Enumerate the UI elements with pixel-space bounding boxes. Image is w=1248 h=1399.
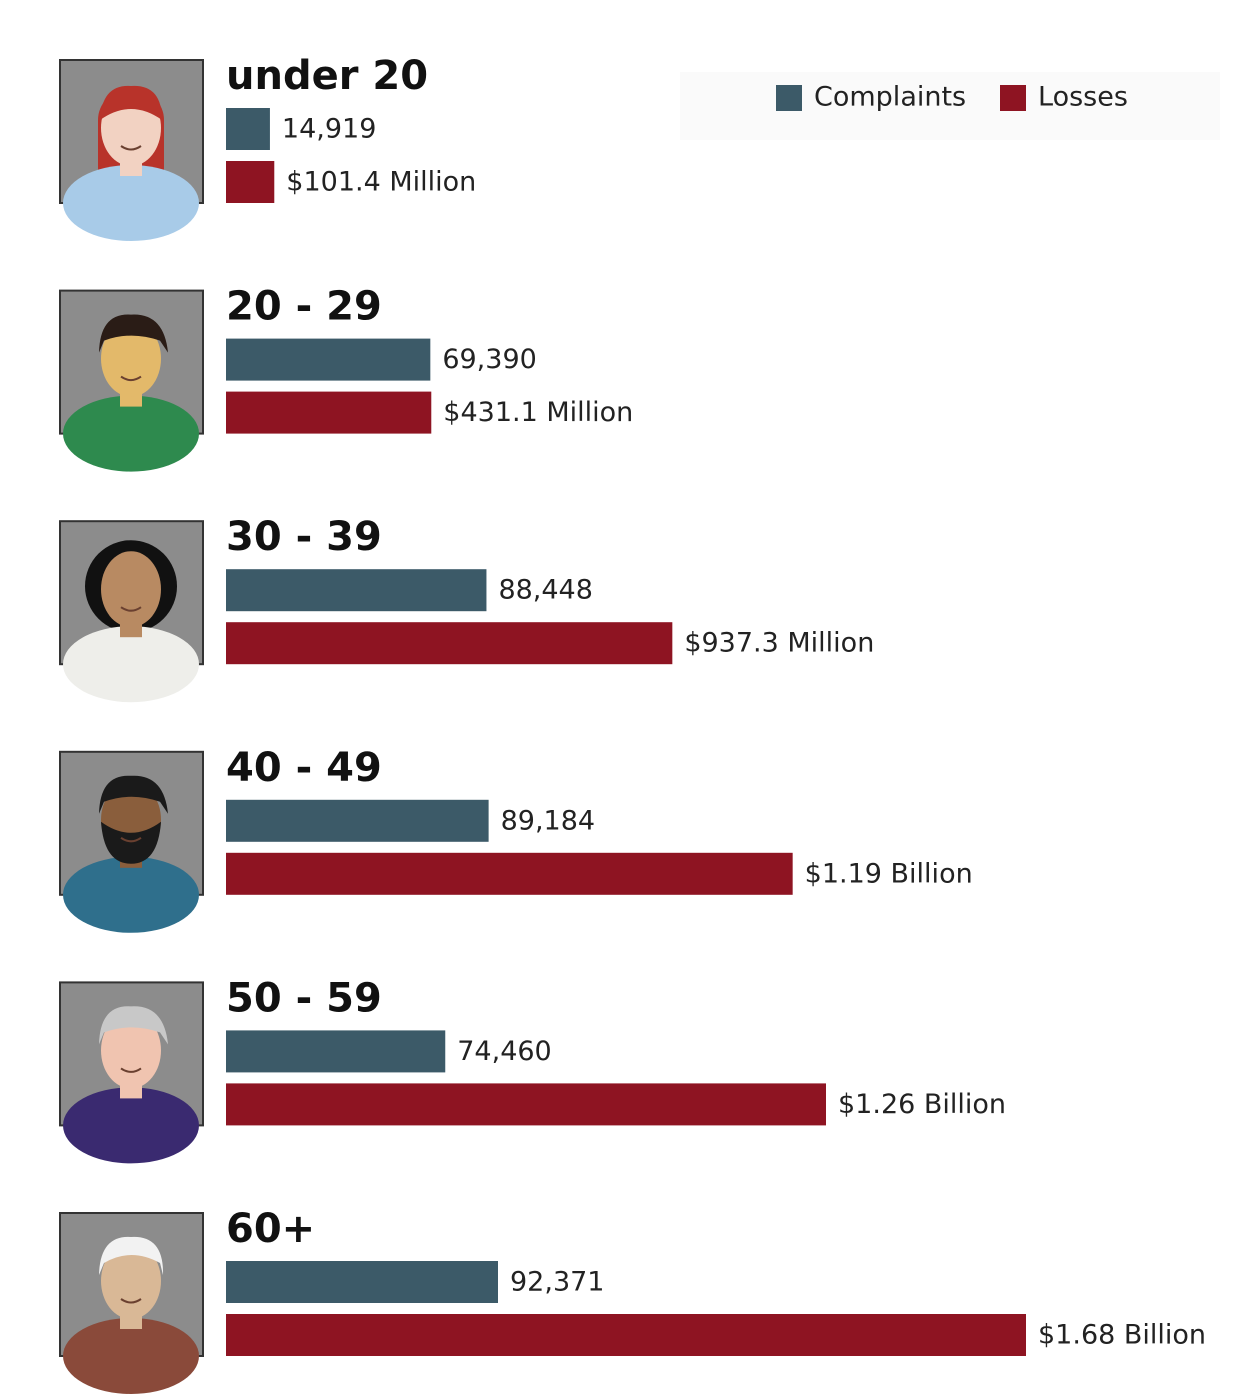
- legend-swatch: [1000, 85, 1026, 111]
- avatar-hair: [99, 1006, 168, 1045]
- category-label: 50 - 59: [226, 975, 382, 1021]
- avatar: [59, 750, 204, 933]
- avatar-shirt: [63, 626, 199, 703]
- bar: [226, 161, 275, 203]
- avatar-hair: [100, 85, 162, 120]
- avatar-head: [101, 1012, 161, 1089]
- avatar-shirt: [63, 1087, 199, 1164]
- value-label: 88,448: [498, 575, 592, 606]
- avatar-smile: [120, 145, 142, 151]
- bar: [226, 799, 489, 842]
- avatar-hair: [99, 314, 168, 353]
- avatar-hair: [99, 775, 168, 814]
- bar: [226, 622, 673, 665]
- bar: [226, 1314, 1026, 1356]
- value-label: $101.4 Million: [286, 167, 476, 198]
- bar: [226, 1261, 498, 1303]
- bar: [226, 391, 432, 434]
- avatar: [59, 59, 204, 241]
- legend-swatch: [776, 85, 802, 111]
- value-label: 89,184: [501, 805, 595, 836]
- avatar-shirt: [63, 165, 199, 241]
- value-label: $431.1 Million: [443, 397, 633, 428]
- value-label: 74,460: [457, 1036, 551, 1067]
- bar: [226, 338, 431, 381]
- avatar-smile: [120, 836, 142, 843]
- avatar-smile: [120, 1298, 142, 1304]
- avatar-head: [101, 320, 161, 397]
- bar: [226, 108, 270, 150]
- avatar-beard: [101, 821, 161, 864]
- avatar-head: [101, 1243, 161, 1319]
- avatar-smile: [120, 1067, 142, 1073]
- bar: [226, 569, 487, 612]
- legend-background: [680, 72, 1220, 140]
- avatar-hair: [99, 1236, 164, 1275]
- avatar-smile: [120, 606, 142, 612]
- avatar: [59, 1212, 204, 1394]
- legend-label: Losses: [1038, 82, 1128, 113]
- category-label: 20 - 29: [226, 284, 382, 330]
- bar: [226, 1030, 446, 1073]
- value-label: $1.68 Billion: [1038, 1320, 1206, 1351]
- avatar: [59, 981, 204, 1164]
- bar: [226, 852, 793, 895]
- category-label: under 20: [226, 53, 428, 99]
- legend-label: Complaints: [814, 82, 966, 113]
- value-label: $1.26 Billion: [838, 1089, 1006, 1120]
- value-label: 92,371: [510, 1267, 604, 1298]
- avatar-shirt: [63, 856, 199, 933]
- value-label: 14,919: [282, 114, 376, 145]
- bar: [226, 1083, 826, 1126]
- value-label: $937.3 Million: [684, 628, 874, 659]
- category-label: 60+: [226, 1206, 315, 1252]
- avatar-shirt: [63, 1318, 199, 1394]
- avatar-head: [101, 551, 161, 628]
- value-label: $1.19 Billion: [805, 858, 973, 889]
- category-label: 30 - 39: [226, 514, 382, 560]
- category-label: 40 - 49: [226, 745, 382, 791]
- avatar-shirt: [63, 395, 199, 472]
- value-label: 69,390: [442, 344, 536, 375]
- avatar: [59, 520, 204, 703]
- avatar: [59, 289, 204, 472]
- avatar-smile: [120, 375, 142, 382]
